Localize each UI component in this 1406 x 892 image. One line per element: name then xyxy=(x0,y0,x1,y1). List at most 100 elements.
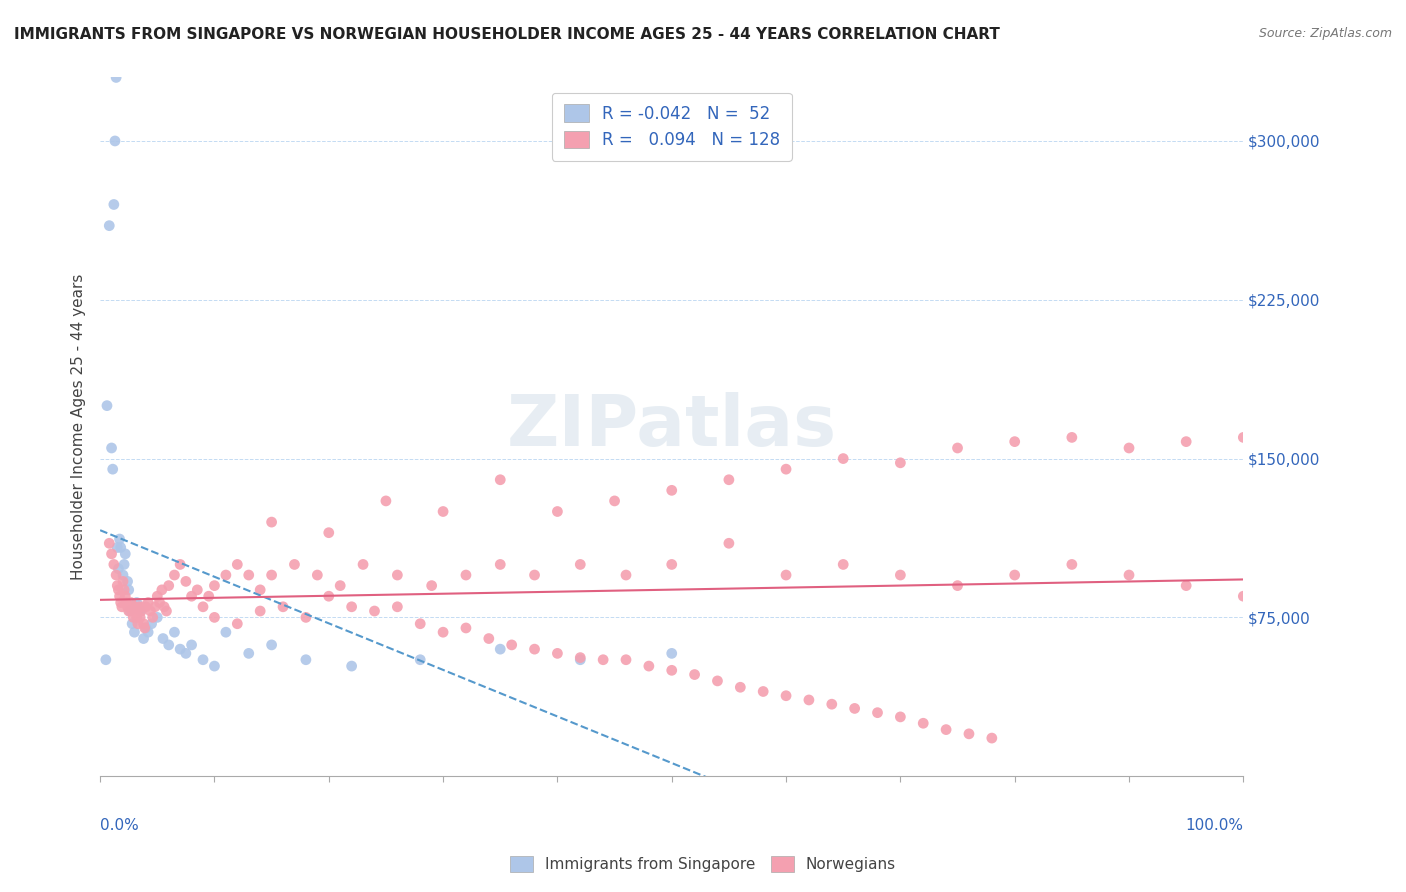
Point xyxy=(141,616,163,631)
Point xyxy=(249,582,271,597)
Point xyxy=(180,638,202,652)
Point xyxy=(125,610,148,624)
Point xyxy=(134,621,156,635)
Point xyxy=(136,596,159,610)
Point xyxy=(946,579,969,593)
Point xyxy=(111,599,134,614)
Point xyxy=(821,697,844,711)
Point xyxy=(111,574,134,589)
Point xyxy=(180,589,202,603)
Point xyxy=(132,632,155,646)
Point xyxy=(501,638,523,652)
Point xyxy=(946,441,969,455)
Point xyxy=(271,599,294,614)
Point xyxy=(661,558,683,572)
Point xyxy=(832,558,855,572)
Point xyxy=(775,462,797,476)
Point xyxy=(163,568,186,582)
Point xyxy=(1004,434,1026,449)
Point xyxy=(174,646,197,660)
Point xyxy=(107,562,129,576)
Point xyxy=(546,646,568,660)
Text: Source: ZipAtlas.com: Source: ZipAtlas.com xyxy=(1258,27,1392,40)
Point xyxy=(844,701,866,715)
Point xyxy=(889,456,911,470)
Point xyxy=(569,653,592,667)
Point xyxy=(103,197,125,211)
Point xyxy=(118,604,141,618)
Point xyxy=(614,653,637,667)
Point xyxy=(121,616,143,631)
Point xyxy=(105,70,128,85)
Point xyxy=(661,663,683,677)
Point xyxy=(215,625,238,640)
Point xyxy=(157,638,180,652)
Point xyxy=(374,494,396,508)
Point xyxy=(1060,430,1083,444)
Point xyxy=(546,504,568,518)
Point xyxy=(569,558,592,572)
Point xyxy=(204,659,226,673)
Point xyxy=(1232,589,1254,603)
Point xyxy=(135,599,157,614)
Point xyxy=(163,625,186,640)
Point xyxy=(363,604,385,618)
Point xyxy=(132,616,155,631)
Point xyxy=(980,731,1002,745)
Point xyxy=(96,399,118,413)
Point xyxy=(124,599,146,614)
Point xyxy=(832,451,855,466)
Point xyxy=(683,667,706,681)
Point xyxy=(146,589,169,603)
Point xyxy=(128,599,150,614)
Point xyxy=(110,541,132,555)
Point xyxy=(142,610,165,624)
Point xyxy=(523,568,546,582)
Text: 100.0%: 100.0% xyxy=(1185,818,1243,833)
Point xyxy=(136,625,159,640)
Point xyxy=(118,604,141,618)
Point xyxy=(889,568,911,582)
Point xyxy=(104,134,127,148)
Point xyxy=(489,558,512,572)
Point xyxy=(108,589,131,603)
Point xyxy=(120,596,142,610)
Point xyxy=(129,610,152,624)
Point xyxy=(717,473,740,487)
Point xyxy=(94,653,117,667)
Point xyxy=(157,579,180,593)
Point xyxy=(129,604,152,618)
Point xyxy=(115,596,138,610)
Point xyxy=(139,604,162,618)
Point xyxy=(114,589,136,603)
Point xyxy=(352,558,374,572)
Point xyxy=(797,693,820,707)
Point xyxy=(569,650,592,665)
Point xyxy=(150,582,173,597)
Point xyxy=(1004,568,1026,582)
Point xyxy=(638,659,661,673)
Point xyxy=(387,568,409,582)
Legend: Immigrants from Singapore, Norwegians: Immigrants from Singapore, Norwegians xyxy=(502,848,904,880)
Point xyxy=(118,599,141,614)
Point xyxy=(260,638,283,652)
Point xyxy=(204,579,226,593)
Point xyxy=(866,706,889,720)
Point xyxy=(204,610,226,624)
Point xyxy=(110,596,132,610)
Point xyxy=(226,616,249,631)
Point xyxy=(478,632,501,646)
Point xyxy=(260,568,283,582)
Point xyxy=(249,604,271,618)
Text: ZIPatlas: ZIPatlas xyxy=(506,392,837,461)
Point xyxy=(118,582,141,597)
Point xyxy=(226,558,249,572)
Point xyxy=(117,599,139,614)
Point xyxy=(155,604,177,618)
Point xyxy=(775,689,797,703)
Point xyxy=(105,541,128,555)
Point xyxy=(131,599,153,614)
Point xyxy=(614,568,637,582)
Point xyxy=(121,604,143,618)
Point xyxy=(329,579,352,593)
